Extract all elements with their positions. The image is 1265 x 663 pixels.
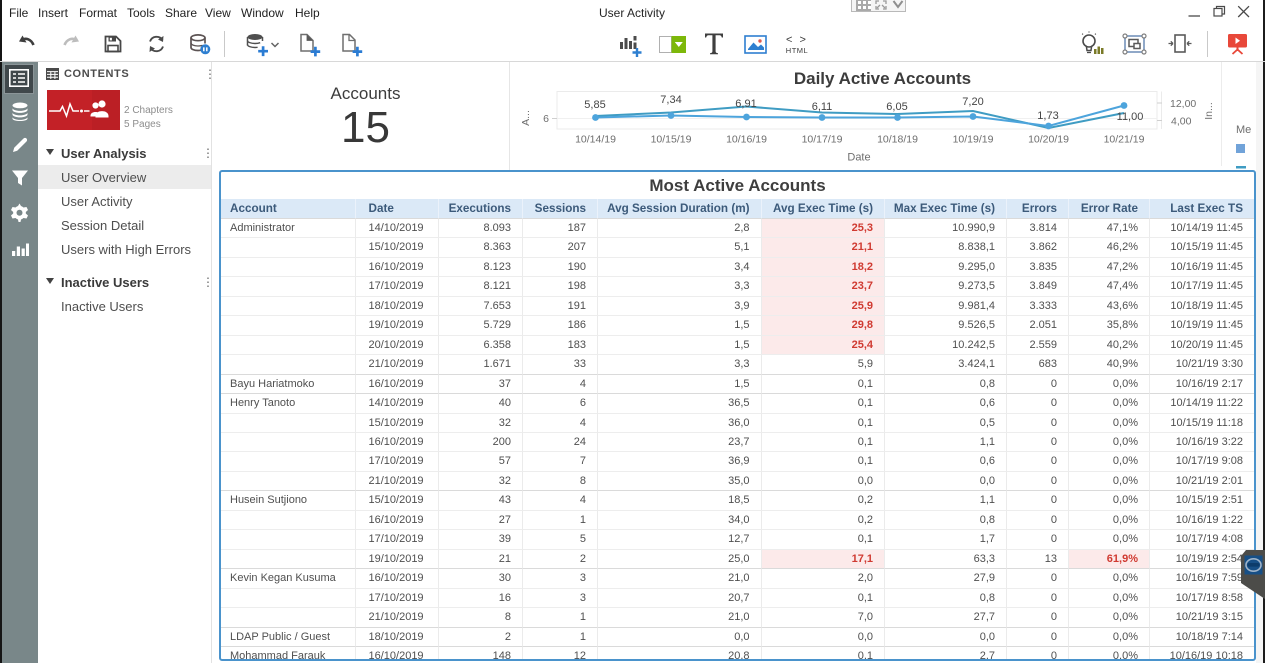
svg-text:5,85: 5,85 [584,99,605,111]
svg-text:10/16/19: 10/16/19 [726,134,767,146]
svg-text:6,11: 6,11 [812,101,833,113]
svg-text:10/21/19: 10/21/19 [1104,134,1145,146]
svg-text:10/20/19: 10/20/19 [1028,134,1069,146]
svg-text:6,91: 6,91 [735,98,756,110]
svg-text:7,34: 7,34 [660,94,681,106]
svg-text:12,00: 12,00 [1170,98,1196,110]
svg-text:4,00: 4,00 [1171,116,1192,128]
svg-text:Date: Date [847,152,870,164]
svg-text:10/15/19: 10/15/19 [651,134,692,146]
svg-text:A...: A... [520,110,532,126]
svg-text:10/17/19: 10/17/19 [802,134,843,146]
svg-text:1,73: 1,73 [1037,110,1058,122]
svg-text:In...: In... [1203,102,1215,120]
svg-text:10/18/19: 10/18/19 [877,134,918,146]
svg-text:10/14/19: 10/14/19 [575,134,616,146]
svg-text:6: 6 [543,113,549,125]
svg-text:7,20: 7,20 [962,96,983,108]
svg-text:6,05: 6,05 [886,101,907,113]
svg-text:11,00: 11,00 [1117,111,1144,123]
svg-text:Me: Me [1236,124,1251,136]
svg-text:10/19/19: 10/19/19 [953,134,994,146]
